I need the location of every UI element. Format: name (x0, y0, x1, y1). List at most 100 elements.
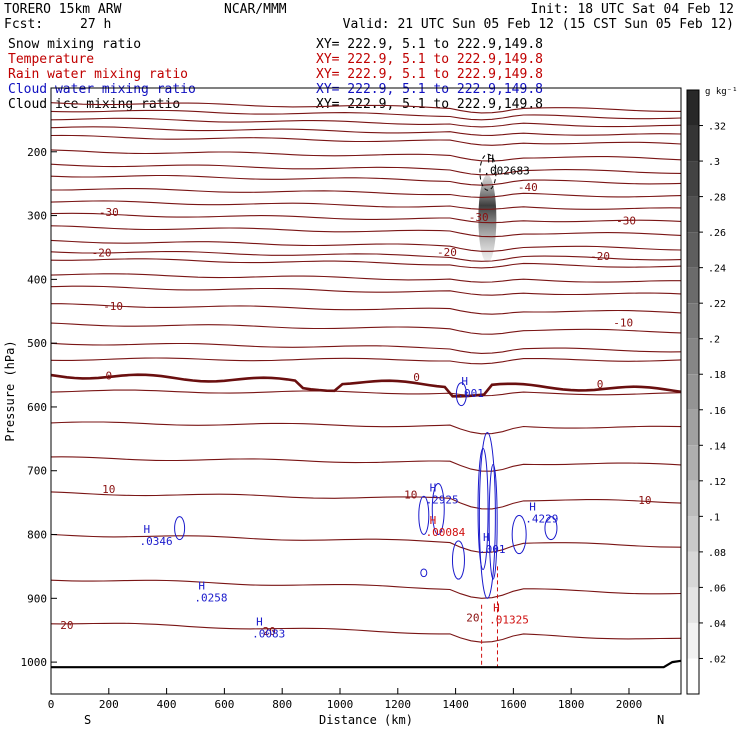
colorbar-tick-label: .06 (708, 583, 726, 594)
snow-contour (479, 153, 497, 191)
x-axis-label: Distance (km) (319, 713, 413, 727)
temperature-label: -40 (518, 181, 538, 194)
y-tick-label: 500 (27, 337, 47, 350)
temperature-label: -10 (103, 300, 123, 313)
colorbar-tick-label: .12 (708, 477, 726, 488)
temperature-label: -20 (92, 247, 112, 260)
temperature-isotherm (50, 117, 682, 128)
cloud-water-contour (431, 482, 445, 536)
y-tick-label: 900 (27, 592, 47, 605)
temperature-isotherm (50, 250, 682, 262)
y-tick-label: 300 (27, 210, 47, 223)
x-end-label-north: N (657, 713, 664, 727)
colorbar-tick-label: .32 (708, 122, 726, 133)
cloud-water-contour (511, 514, 527, 555)
snow-max-value: .002683 (483, 164, 529, 177)
colorbar-segment (687, 338, 699, 375)
cloud-water-contour (544, 516, 558, 541)
temperature-label: 20 (466, 611, 479, 624)
temperature-isotherm (50, 225, 682, 238)
temperature-isotherm (50, 357, 682, 365)
model-title: TORERO 15km ARW (4, 2, 122, 17)
colorbar-tick-label: .18 (708, 370, 726, 381)
cloud-water-max-value: .001 (457, 387, 484, 400)
colorbar: g kg⁻¹ .32 .3 .28 .26 .24 .22 .2 .18 .16 .14 .12 .1.… (686, 87, 738, 695)
temperature-label: 0 (105, 370, 112, 383)
colorbar-tick-label: .02 (708, 654, 726, 665)
temperature-isotherm (50, 421, 682, 435)
y-tick-label: 200 (27, 146, 47, 159)
temperature-isotherm (50, 491, 682, 510)
temperature-label: 0 (597, 378, 604, 391)
cloud-water-contour (455, 382, 467, 407)
y-tick-label: 600 (27, 401, 47, 414)
temperature-isotherm (50, 342, 682, 354)
legend-field-xy: XY= 222.9, 5.1 to 222.9,149.8 (316, 37, 543, 52)
legend-field-name: Rain water mixing ratio (8, 67, 188, 82)
fcst-value: 27 h (80, 17, 111, 32)
y-axis-label: Pressure (hPa) (3, 340, 17, 441)
colorbar-unit: g kg⁻¹ (705, 87, 738, 97)
snow-max-marker: H (487, 152, 494, 165)
cloud-water-max-marker: H (143, 523, 150, 536)
colorbar-segment (687, 267, 699, 304)
rain-water-max-marker: H (493, 601, 500, 614)
colorbar-segment (687, 516, 699, 552)
temperature-label: -30 (616, 215, 636, 228)
temperature-isotherm (50, 389, 682, 397)
temperature-label: 10 (102, 483, 115, 496)
colorbar-segment (687, 622, 699, 659)
x-end-label-south: S (84, 713, 91, 727)
rain-water-max-value: .00084 (426, 526, 466, 539)
temperature-label: 0 (413, 371, 420, 384)
colorbar-segment (687, 125, 699, 162)
colorbar-segment (687, 196, 699, 233)
colorbar-segment (687, 161, 699, 197)
colorbar-segment (687, 232, 699, 268)
y-tick-label: 400 (27, 273, 47, 286)
colorbar-tick-label: .04 (708, 619, 726, 630)
temperature-isotherm (50, 258, 682, 269)
colorbar-tick-label: .26 (708, 228, 726, 239)
colorbar-segment (687, 303, 699, 339)
temperature-isotherm (51, 188, 682, 198)
legend-field-name: Snow mixing ratio (8, 37, 141, 52)
colorbar-tick-label: .24 (708, 264, 726, 275)
temperature-isotherm (50, 200, 682, 210)
legend-field-xy: XY= 222.9, 5.1 to 222.9,149.8 (316, 97, 543, 112)
cloud-water-max-value: .0083 (252, 627, 285, 640)
temperature-isotherm (51, 303, 682, 315)
colorbar-segment (687, 658, 699, 694)
init-time: Init: 18 UTC Sat 04 Feb 12 (531, 2, 735, 17)
temperature-isotherm (50, 273, 681, 283)
temperature-isotherm (50, 579, 682, 599)
temperature-isotherm (50, 134, 682, 146)
cloud-water-max-value: .2925 (426, 493, 459, 506)
colorbar-tick-label: .22 (708, 299, 726, 310)
cloud-water-contour (488, 463, 498, 580)
temperature-label: 20 (60, 619, 73, 632)
legend-field-name: Cloud water mixing ratio (8, 82, 196, 97)
org-label: NCAR/MMM (224, 2, 287, 17)
valid-time: Valid: 21 UTC Sun 05 Feb 12 (15 CST Sun … (343, 17, 734, 32)
x-tick-label: 400 (157, 698, 177, 711)
temperature-label: -10 (613, 317, 633, 330)
colorbar-tick-label: .2 (708, 335, 720, 346)
y-tick-label: 700 (27, 465, 47, 478)
x-tick-label: 1600 (500, 698, 527, 711)
temperature-isotherm (50, 174, 682, 186)
x-tick-label: 1800 (558, 698, 585, 711)
cloud-water-contour (477, 447, 489, 571)
cloud-water-max-marker: H (529, 501, 536, 514)
x-tick-label: 1000 (327, 698, 354, 711)
colorbar-frame (686, 89, 700, 695)
cloud-water-max-value: .001 (479, 543, 506, 556)
temperature-isotherm (50, 109, 682, 121)
cloud-water-contour (420, 568, 428, 578)
temperature-label: 20 (263, 625, 276, 638)
fcst-label: Fcst: (4, 17, 43, 32)
temperature-label: 10 (638, 494, 651, 507)
temperature-isotherm (50, 163, 682, 176)
temperature-label: -30 (469, 211, 489, 224)
